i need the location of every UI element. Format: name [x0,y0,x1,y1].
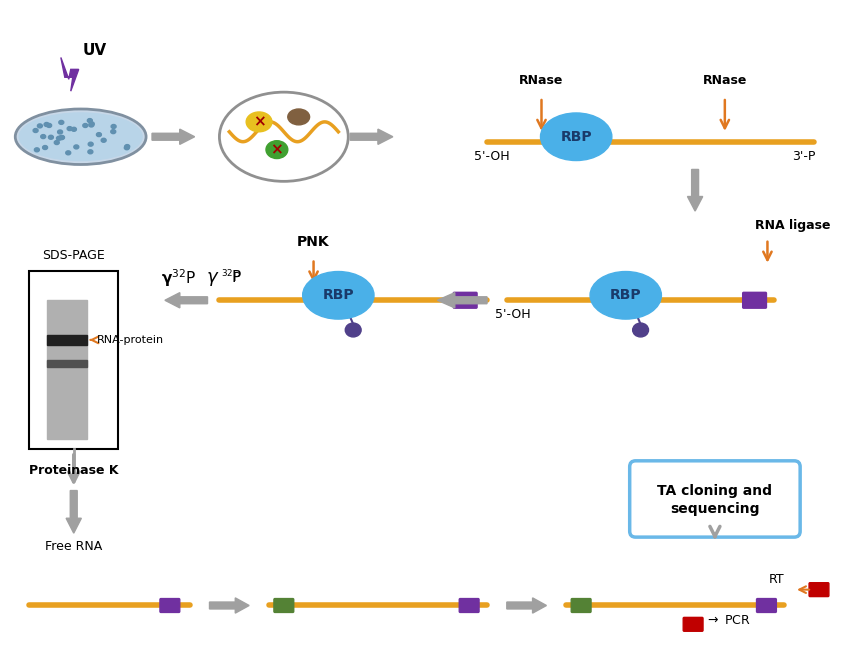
Ellipse shape [110,130,115,134]
FancyBboxPatch shape [47,335,87,345]
Ellipse shape [65,151,70,155]
FancyBboxPatch shape [453,293,477,308]
Ellipse shape [67,127,72,130]
Ellipse shape [15,109,146,165]
Text: UV: UV [82,43,107,59]
FancyArrow shape [688,169,703,211]
FancyBboxPatch shape [160,598,180,612]
FancyArrow shape [66,490,82,533]
FancyArrow shape [210,598,249,613]
FancyBboxPatch shape [571,598,591,612]
Text: $\mathbf{\gamma}^{32}$P: $\mathbf{\gamma}^{32}$P [161,268,197,289]
Ellipse shape [266,141,288,159]
Text: RBP: RBP [323,288,354,302]
FancyBboxPatch shape [459,598,479,612]
Ellipse shape [246,112,272,132]
Ellipse shape [47,123,52,127]
Text: 5'-OH: 5'-OH [495,308,531,321]
Text: SDS-PAGE: SDS-PAGE [42,248,105,262]
Ellipse shape [59,136,65,140]
Text: Proteinase K: Proteinase K [29,464,119,476]
FancyBboxPatch shape [274,598,294,612]
Text: $\rightarrow$ PCR: $\rightarrow$ PCR [705,614,751,627]
Ellipse shape [346,323,361,337]
Text: TA cloning and: TA cloning and [657,484,773,498]
FancyArrow shape [437,293,487,308]
FancyBboxPatch shape [47,301,87,439]
Ellipse shape [41,134,46,138]
Ellipse shape [111,125,116,129]
FancyBboxPatch shape [743,293,767,308]
Ellipse shape [59,136,64,140]
Text: $\gamma$: $\gamma$ [206,270,219,289]
Text: ×: × [271,142,284,157]
FancyArrow shape [165,293,207,308]
Ellipse shape [44,123,49,127]
Ellipse shape [288,109,310,125]
Ellipse shape [71,127,76,131]
Ellipse shape [302,272,374,319]
Ellipse shape [74,145,79,149]
Ellipse shape [97,132,101,136]
FancyBboxPatch shape [47,360,87,366]
FancyBboxPatch shape [29,271,118,449]
Text: $^{32}$P: $^{32}$P [222,269,242,285]
Ellipse shape [37,124,42,128]
Ellipse shape [590,272,661,319]
Ellipse shape [88,150,93,154]
Text: RBP: RBP [610,288,642,302]
Text: RNA-protein: RNA-protein [91,335,164,345]
Ellipse shape [541,113,612,161]
FancyBboxPatch shape [809,583,829,596]
Ellipse shape [59,121,64,125]
Ellipse shape [54,140,59,144]
FancyArrow shape [152,129,194,144]
Ellipse shape [35,148,39,152]
Ellipse shape [101,138,106,142]
Text: 5'-OH: 5'-OH [474,150,509,163]
Ellipse shape [125,144,130,148]
Ellipse shape [89,122,94,126]
Ellipse shape [57,136,61,140]
Text: sequencing: sequencing [670,502,760,516]
Ellipse shape [87,119,93,123]
FancyBboxPatch shape [756,598,776,612]
Ellipse shape [48,135,53,139]
Ellipse shape [89,123,93,127]
Ellipse shape [42,146,48,150]
Text: RNA ligase: RNA ligase [755,219,830,232]
Text: 3'-P: 3'-P [792,150,816,163]
Text: RNase: RNase [703,74,747,87]
Text: RT: RT [768,573,784,586]
Ellipse shape [33,129,38,132]
Text: RBP: RBP [560,130,592,144]
FancyArrow shape [507,598,547,613]
Text: P: P [231,270,240,285]
Ellipse shape [20,113,142,161]
Ellipse shape [633,323,649,337]
Ellipse shape [124,146,129,150]
Text: Free RNA: Free RNA [45,540,103,553]
FancyBboxPatch shape [630,461,800,537]
Text: RNase: RNase [520,74,564,87]
FancyArrow shape [351,129,393,144]
FancyBboxPatch shape [683,617,703,631]
Ellipse shape [58,130,63,134]
Ellipse shape [83,123,87,127]
Text: PNK: PNK [297,235,330,248]
Polygon shape [61,57,79,91]
Text: ×: × [253,115,266,129]
Ellipse shape [88,142,93,146]
